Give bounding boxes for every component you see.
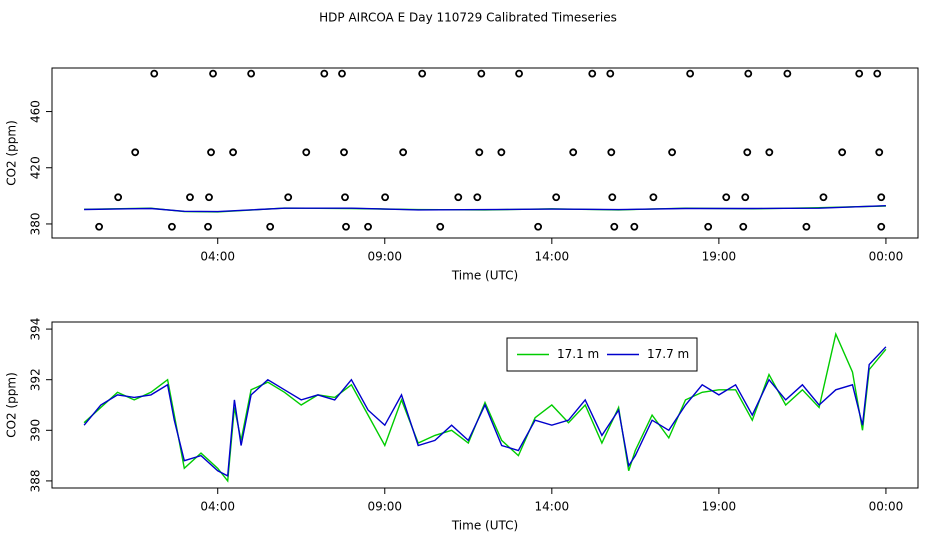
data-point	[606, 69, 615, 78]
data-point	[534, 222, 543, 231]
data-point	[802, 222, 811, 231]
x-tick-label: 19:00	[702, 500, 737, 514]
data-point	[722, 193, 731, 202]
data-point	[838, 148, 847, 157]
data-point	[266, 222, 275, 231]
data-point	[819, 193, 828, 202]
data-point	[341, 193, 349, 202]
y-tick-label: 380	[29, 212, 43, 235]
y-tick-label: 460	[29, 100, 43, 123]
data-point	[477, 69, 486, 78]
data-point	[114, 193, 123, 202]
plot-frame	[51, 67, 919, 239]
data-point	[610, 222, 619, 231]
y-tick-label: 390	[29, 419, 43, 442]
data-point	[588, 69, 597, 78]
data-point	[686, 69, 695, 78]
data-point	[741, 193, 750, 202]
x-tick-label: 19:00	[702, 250, 737, 264]
data-point	[364, 222, 372, 231]
data-point	[340, 148, 348, 157]
x-tick-label: 00:00	[869, 250, 904, 264]
x-tick-label: 04:00	[200, 250, 235, 264]
legend-label: 17.7 m	[647, 347, 689, 361]
y-axis-label: CO2 (ppm)	[5, 372, 19, 438]
x-tick-label: 14:00	[535, 250, 570, 264]
data-point	[630, 222, 639, 231]
data-point	[338, 69, 346, 78]
data-point	[783, 69, 792, 78]
data-point	[418, 69, 427, 78]
data-point	[569, 148, 578, 157]
x-tick-label: 09:00	[367, 250, 402, 264]
data-point	[342, 222, 350, 231]
x-axis-label: Time (UTC)	[451, 519, 518, 533]
x-axis-label: Time (UTC)	[451, 269, 518, 283]
data-point	[704, 222, 713, 231]
data-point	[877, 222, 886, 231]
data-point	[204, 222, 212, 231]
data-point	[186, 193, 194, 202]
y-tick-label: 392	[29, 368, 43, 391]
x-tick-label: 00:00	[869, 500, 904, 514]
series-line	[83, 346, 887, 477]
data-point	[207, 148, 215, 157]
data-point	[454, 193, 463, 202]
y-tick-label: 394	[29, 318, 43, 341]
data-point	[205, 193, 213, 202]
data-point	[877, 193, 886, 202]
x-tick-label: 09:00	[367, 500, 402, 514]
data-point	[608, 193, 617, 202]
data-point	[209, 69, 217, 78]
y-tick-label: 388	[29, 469, 43, 492]
chart-title: HDP AIRCOA E Day 110729 Calibrated Times…	[319, 11, 617, 25]
data-point	[497, 148, 506, 157]
data-point	[475, 148, 484, 157]
data-point	[381, 193, 390, 202]
data-point	[284, 193, 293, 202]
data-point	[855, 69, 864, 78]
data-point	[739, 222, 748, 231]
data-point	[552, 193, 561, 202]
data-point	[515, 69, 523, 78]
data-point	[473, 193, 482, 202]
data-point	[649, 193, 658, 202]
data-point	[873, 69, 882, 78]
data-point	[743, 148, 752, 157]
plot-frame	[51, 321, 919, 489]
data-point	[229, 148, 237, 157]
data-point	[875, 148, 884, 157]
data-point	[95, 222, 104, 231]
series-line	[84, 205, 886, 213]
data-point	[607, 148, 616, 157]
data-point	[247, 69, 256, 78]
data-point	[668, 148, 676, 157]
data-point	[399, 148, 408, 157]
data-point	[168, 222, 176, 231]
data-point	[131, 148, 140, 157]
data-point	[150, 69, 159, 78]
y-tick-label: 420	[29, 156, 43, 179]
legend-label: 17.1 m	[557, 347, 599, 361]
data-point	[765, 148, 774, 157]
x-tick-label: 14:00	[535, 500, 570, 514]
x-tick-label: 04:00	[200, 500, 235, 514]
data-point	[302, 148, 311, 157]
data-point	[436, 222, 445, 231]
y-axis-label: CO2 (ppm)	[5, 120, 19, 186]
data-point	[744, 69, 753, 78]
data-point	[320, 69, 329, 78]
